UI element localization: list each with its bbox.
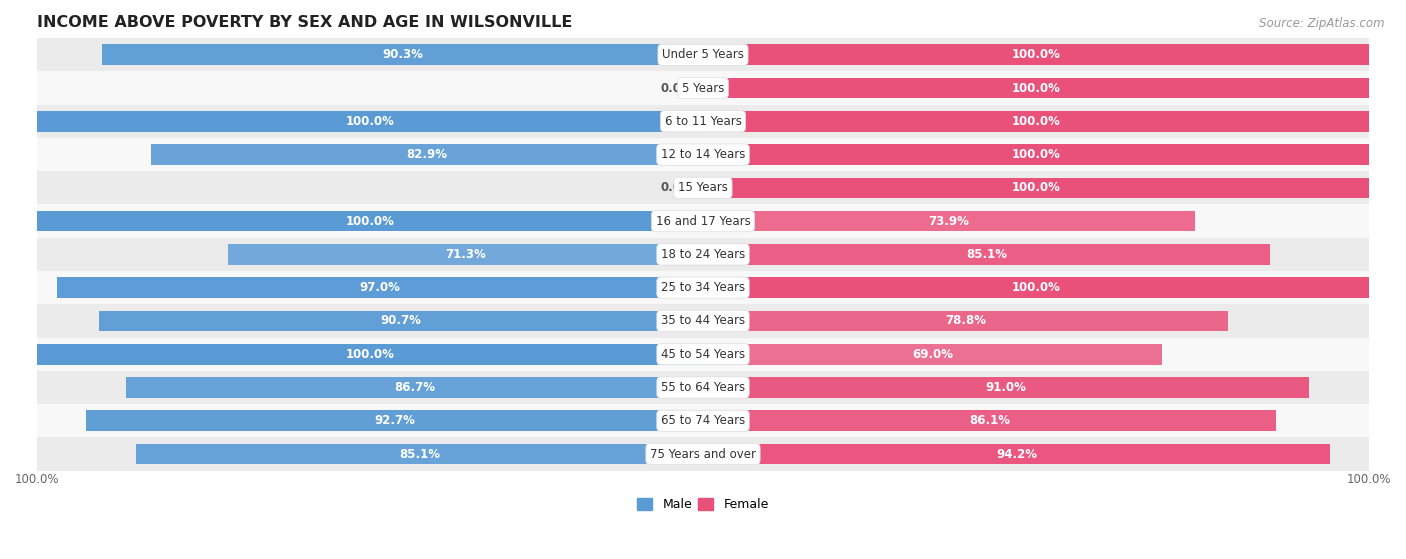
Bar xyxy=(125,377,703,398)
Bar xyxy=(58,277,703,298)
Text: 100.0%: 100.0% xyxy=(1011,115,1060,128)
Bar xyxy=(37,171,1369,205)
Text: 100.0%: 100.0% xyxy=(1011,148,1060,161)
Text: 86.7%: 86.7% xyxy=(394,381,434,394)
Text: 100.0%: 100.0% xyxy=(346,215,395,228)
Text: 100.0%: 100.0% xyxy=(346,115,395,128)
Text: 65 to 74 Years: 65 to 74 Years xyxy=(661,414,745,427)
Bar xyxy=(228,244,703,265)
Text: 73.9%: 73.9% xyxy=(928,215,969,228)
Text: 16 and 17 Years: 16 and 17 Years xyxy=(655,215,751,228)
Bar xyxy=(100,311,703,331)
Bar xyxy=(703,444,1330,465)
Text: 0.0%: 0.0% xyxy=(661,82,693,94)
Bar xyxy=(136,444,703,465)
Text: 90.7%: 90.7% xyxy=(381,314,422,328)
Bar xyxy=(37,238,1369,271)
Bar xyxy=(703,344,1163,364)
Legend: Male, Female: Male, Female xyxy=(633,493,773,517)
Text: 97.0%: 97.0% xyxy=(360,281,401,294)
Bar xyxy=(101,44,703,65)
Bar xyxy=(37,211,703,231)
Bar xyxy=(703,244,1270,265)
Bar xyxy=(37,111,703,131)
Bar xyxy=(37,38,1369,72)
Text: 90.3%: 90.3% xyxy=(382,48,423,61)
Text: INCOME ABOVE POVERTY BY SEX AND AGE IN WILSONVILLE: INCOME ABOVE POVERTY BY SEX AND AGE IN W… xyxy=(37,15,572,30)
Bar xyxy=(150,144,703,165)
Bar xyxy=(703,377,1309,398)
Text: 91.0%: 91.0% xyxy=(986,381,1026,394)
Text: 92.7%: 92.7% xyxy=(374,414,415,427)
Bar xyxy=(37,105,1369,138)
Bar xyxy=(37,371,1369,404)
Text: 100.0%: 100.0% xyxy=(1011,48,1060,61)
Bar xyxy=(703,144,1369,165)
Text: 85.1%: 85.1% xyxy=(399,448,440,461)
Bar xyxy=(37,338,1369,371)
Text: 45 to 54 Years: 45 to 54 Years xyxy=(661,348,745,361)
Bar xyxy=(86,410,703,431)
Bar xyxy=(703,178,1369,198)
Text: 100.0%: 100.0% xyxy=(1011,281,1060,294)
Bar xyxy=(703,44,1369,65)
Bar xyxy=(37,271,1369,304)
Text: 6 to 11 Years: 6 to 11 Years xyxy=(665,115,741,128)
Bar xyxy=(703,78,1369,98)
Text: Under 5 Years: Under 5 Years xyxy=(662,48,744,61)
Text: 82.9%: 82.9% xyxy=(406,148,447,161)
Text: 85.1%: 85.1% xyxy=(966,248,1007,261)
Bar xyxy=(37,205,1369,238)
Text: 12 to 14 Years: 12 to 14 Years xyxy=(661,148,745,161)
Bar xyxy=(37,138,1369,171)
Text: 100.0%: 100.0% xyxy=(1011,82,1060,94)
Text: 25 to 34 Years: 25 to 34 Years xyxy=(661,281,745,294)
Bar xyxy=(703,410,1277,431)
Text: 75 Years and over: 75 Years and over xyxy=(650,448,756,461)
Text: 15 Years: 15 Years xyxy=(678,181,728,195)
Text: 71.3%: 71.3% xyxy=(446,248,486,261)
Text: 5 Years: 5 Years xyxy=(682,82,724,94)
Text: Source: ZipAtlas.com: Source: ZipAtlas.com xyxy=(1260,17,1385,30)
Bar xyxy=(37,304,1369,338)
Text: 35 to 44 Years: 35 to 44 Years xyxy=(661,314,745,328)
Text: 18 to 24 Years: 18 to 24 Years xyxy=(661,248,745,261)
Bar xyxy=(703,277,1369,298)
Bar xyxy=(37,437,1369,471)
Bar xyxy=(703,111,1369,131)
Text: 78.8%: 78.8% xyxy=(945,314,986,328)
Text: 69.0%: 69.0% xyxy=(912,348,953,361)
Text: 100.0%: 100.0% xyxy=(346,348,395,361)
Text: 100.0%: 100.0% xyxy=(1011,181,1060,195)
Text: 55 to 64 Years: 55 to 64 Years xyxy=(661,381,745,394)
Bar xyxy=(37,344,703,364)
Bar xyxy=(703,311,1227,331)
Text: 86.1%: 86.1% xyxy=(969,414,1010,427)
Bar xyxy=(37,404,1369,437)
Text: 0.0%: 0.0% xyxy=(661,181,693,195)
Bar xyxy=(703,211,1195,231)
Bar xyxy=(37,72,1369,105)
Text: 94.2%: 94.2% xyxy=(995,448,1038,461)
